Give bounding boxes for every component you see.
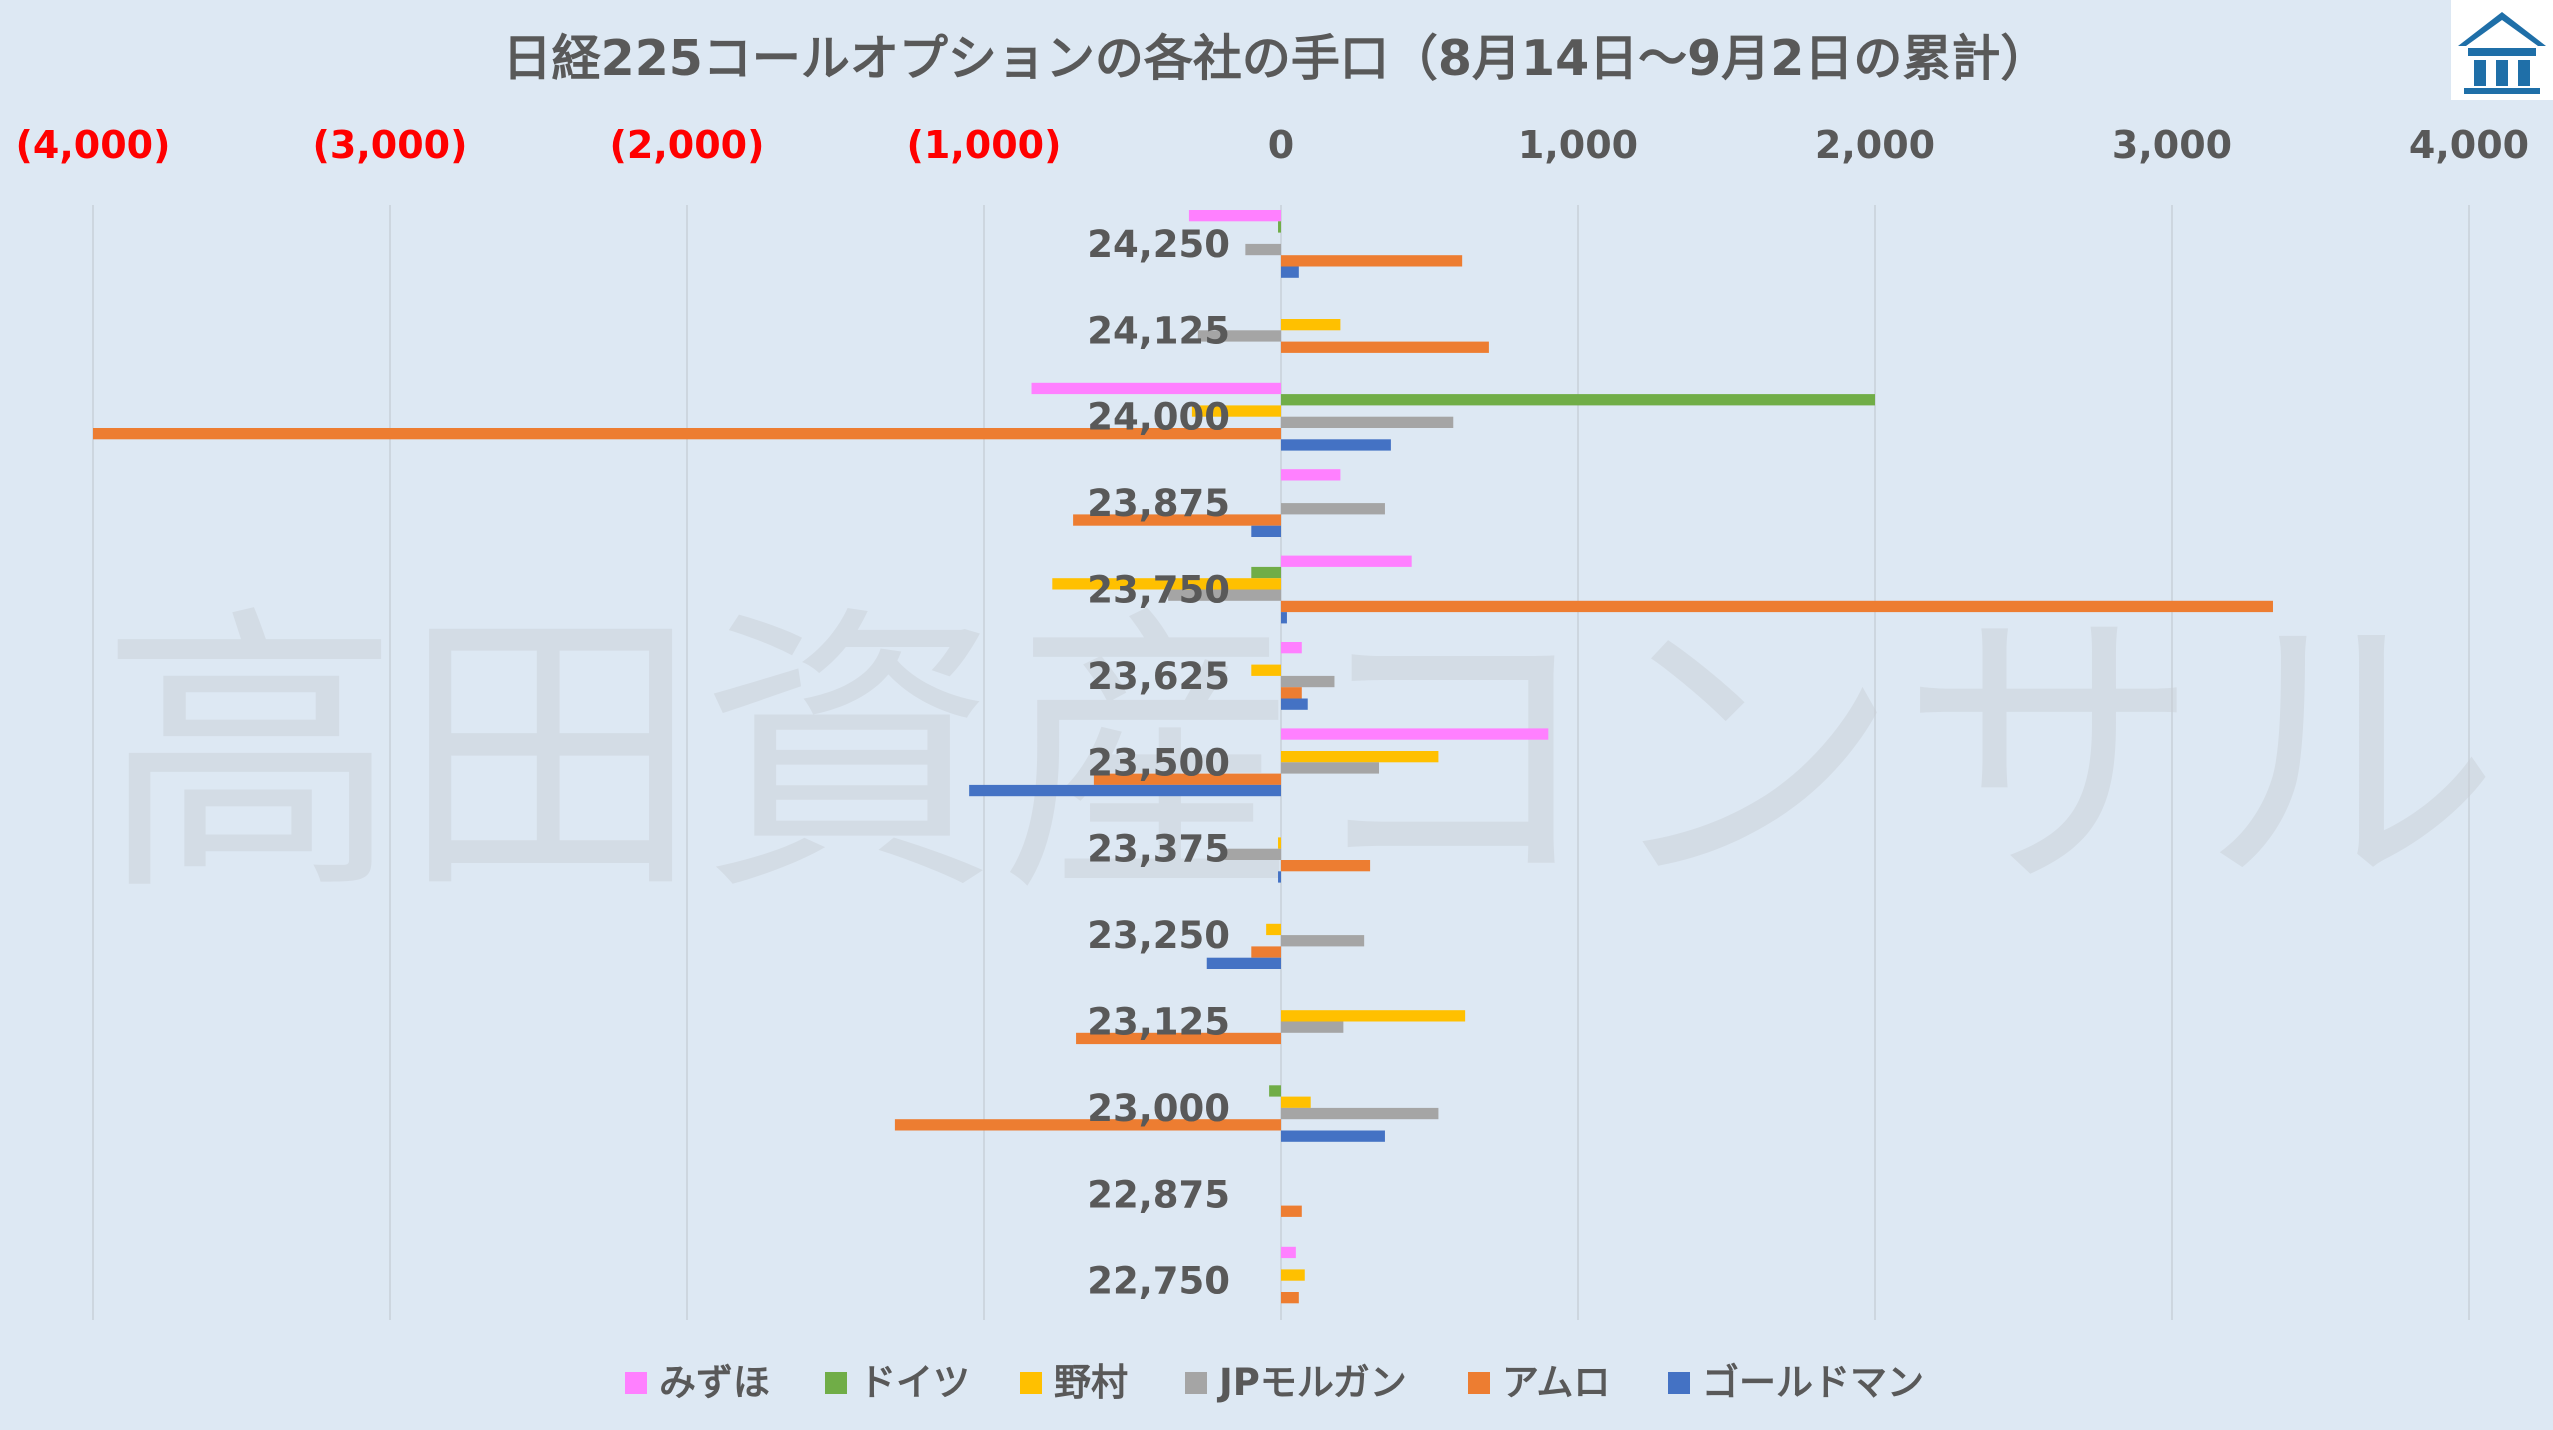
x-tick-label-6: 2,000 bbox=[1815, 123, 1935, 167]
bar-2-1 bbox=[1281, 394, 1875, 406]
bar-7-5 bbox=[1278, 871, 1281, 883]
bar-10-5 bbox=[1281, 1130, 1385, 1142]
bar-2-0 bbox=[1031, 382, 1281, 395]
bar-7-2 bbox=[1278, 837, 1281, 849]
bar-4-5 bbox=[1281, 612, 1287, 624]
bar-11-4 bbox=[1281, 1205, 1302, 1217]
x-tick-label-0: (4,000) bbox=[16, 123, 171, 167]
category-label-10: 23,000 bbox=[1087, 1087, 1230, 1130]
bar-12-0 bbox=[1281, 1246, 1296, 1259]
bar-0-5 bbox=[1281, 266, 1299, 278]
bar-3-5 bbox=[1251, 525, 1281, 537]
legend-label-5: ゴールドマン bbox=[1702, 1361, 1924, 1404]
gridlines bbox=[92, 205, 2470, 1320]
category-label-2: 24,000 bbox=[1087, 396, 1230, 439]
bar-2-3 bbox=[1281, 416, 1454, 428]
bar-3-4 bbox=[1073, 514, 1281, 526]
bar-4-2 bbox=[1052, 578, 1281, 590]
bar-0-1 bbox=[1278, 221, 1281, 233]
bar-5-3 bbox=[1281, 675, 1335, 688]
bar-3-0 bbox=[1281, 469, 1341, 481]
category-label-9: 23,125 bbox=[1087, 1001, 1230, 1044]
bar-9-3 bbox=[1281, 1021, 1344, 1033]
bars-layer bbox=[93, 210, 2273, 1304]
bar-1-4 bbox=[1281, 341, 1489, 353]
bar-5-2 bbox=[1251, 664, 1281, 676]
legend-swatch-5 bbox=[1668, 1372, 1690, 1394]
bar-6-5 bbox=[969, 784, 1281, 797]
category-label-1: 24,125 bbox=[1087, 309, 1230, 352]
category-label-5: 23,625 bbox=[1087, 655, 1230, 698]
legend: みずほ ドイツ 野村 JPモルガン アムロ ゴールドマン bbox=[625, 1361, 1924, 1404]
x-tick-label-5: 1,000 bbox=[1518, 123, 1638, 167]
bar-10-3 bbox=[1281, 1107, 1439, 1120]
bar-0-0 bbox=[1188, 210, 1281, 222]
x-tick-label-1: (3,000) bbox=[313, 123, 468, 167]
bar-4-0 bbox=[1281, 555, 1412, 567]
legend-label-3: JPモルガン bbox=[1216, 1361, 1407, 1404]
x-tick-label-2: (2,000) bbox=[610, 123, 765, 167]
category-label-7: 23,375 bbox=[1087, 828, 1230, 871]
category-label-4: 23,750 bbox=[1087, 569, 1230, 612]
x-tick-label-8: 4,000 bbox=[2409, 123, 2529, 167]
bar-6-2 bbox=[1281, 751, 1439, 763]
bar-5-5 bbox=[1281, 698, 1308, 710]
bar-1-3 bbox=[1197, 330, 1281, 342]
legend-label-0: みずほ bbox=[659, 1361, 770, 1404]
bar-9-2 bbox=[1281, 1010, 1466, 1022]
category-label-8: 23,250 bbox=[1087, 914, 1230, 957]
legend-label-4: アムロ bbox=[1502, 1361, 1610, 1404]
category-label-12: 22,750 bbox=[1087, 1260, 1230, 1303]
category-labels: 24,250 24,125 24,000 23,875 23,750 23,625 23,5… bbox=[1087, 223, 1230, 1303]
bar-6-0 bbox=[1281, 728, 1549, 740]
category-label-3: 23,875 bbox=[1087, 482, 1230, 525]
x-tick-label-4: 0 bbox=[1268, 123, 1294, 167]
bar-2-2 bbox=[1191, 405, 1281, 417]
bar-10-1 bbox=[1269, 1085, 1281, 1097]
chart-title: 日経225コールオプションの各社の手口（8月14日～9月2日の累計） bbox=[503, 30, 2050, 87]
x-tick-label-3: (1,000) bbox=[907, 123, 1062, 167]
bar-7-4 bbox=[1281, 860, 1371, 872]
bar-4-1 bbox=[1251, 566, 1281, 579]
x-tick-label-7: 3,000 bbox=[2112, 123, 2232, 167]
bar-7-3 bbox=[1224, 848, 1281, 860]
legend-swatch-0 bbox=[625, 1372, 647, 1394]
x-axis-tick-labels: (4,000) (3,000) (2,000) (1,000) 0 1,000 2,000 3… bbox=[16, 123, 2530, 167]
bar-8-4 bbox=[1251, 946, 1281, 958]
bar-6-3 bbox=[1281, 762, 1380, 774]
bar-2-5 bbox=[1281, 439, 1391, 451]
legend-label-2: 野村 bbox=[1054, 1361, 1128, 1404]
bar-4-4 bbox=[1281, 600, 2273, 613]
bar-4-3 bbox=[1168, 589, 1281, 601]
bar-0-3 bbox=[1245, 243, 1281, 256]
bar-2-4 bbox=[93, 428, 1281, 440]
bar-8-2 bbox=[1266, 923, 1281, 936]
bar-12-2 bbox=[1281, 1269, 1305, 1281]
bar-1-2 bbox=[1281, 319, 1341, 331]
category-label-0: 24,250 bbox=[1087, 223, 1230, 266]
building-logo-icon bbox=[2451, 0, 2553, 100]
bar-3-3 bbox=[1281, 503, 1385, 515]
category-label-11: 22,875 bbox=[1087, 1173, 1230, 1216]
bar-0-4 bbox=[1281, 255, 1463, 267]
legend-swatch-1 bbox=[825, 1372, 847, 1394]
legend-swatch-2 bbox=[1020, 1372, 1042, 1394]
bar-10-4 bbox=[894, 1119, 1281, 1131]
bar-12-4 bbox=[1281, 1292, 1299, 1304]
bar-10-2 bbox=[1281, 1096, 1311, 1108]
legend-swatch-4 bbox=[1468, 1372, 1490, 1394]
bar-6-4 bbox=[1093, 773, 1281, 785]
bar-5-0 bbox=[1281, 642, 1302, 654]
legend-swatch-3 bbox=[1185, 1372, 1207, 1394]
bar-8-5 bbox=[1206, 957, 1281, 969]
legend-label-1: ドイツ bbox=[859, 1361, 970, 1404]
bar-9-4 bbox=[1076, 1032, 1281, 1045]
category-label-6: 23,500 bbox=[1087, 741, 1230, 784]
bar-5-4 bbox=[1281, 687, 1302, 699]
bar-8-3 bbox=[1281, 935, 1365, 947]
